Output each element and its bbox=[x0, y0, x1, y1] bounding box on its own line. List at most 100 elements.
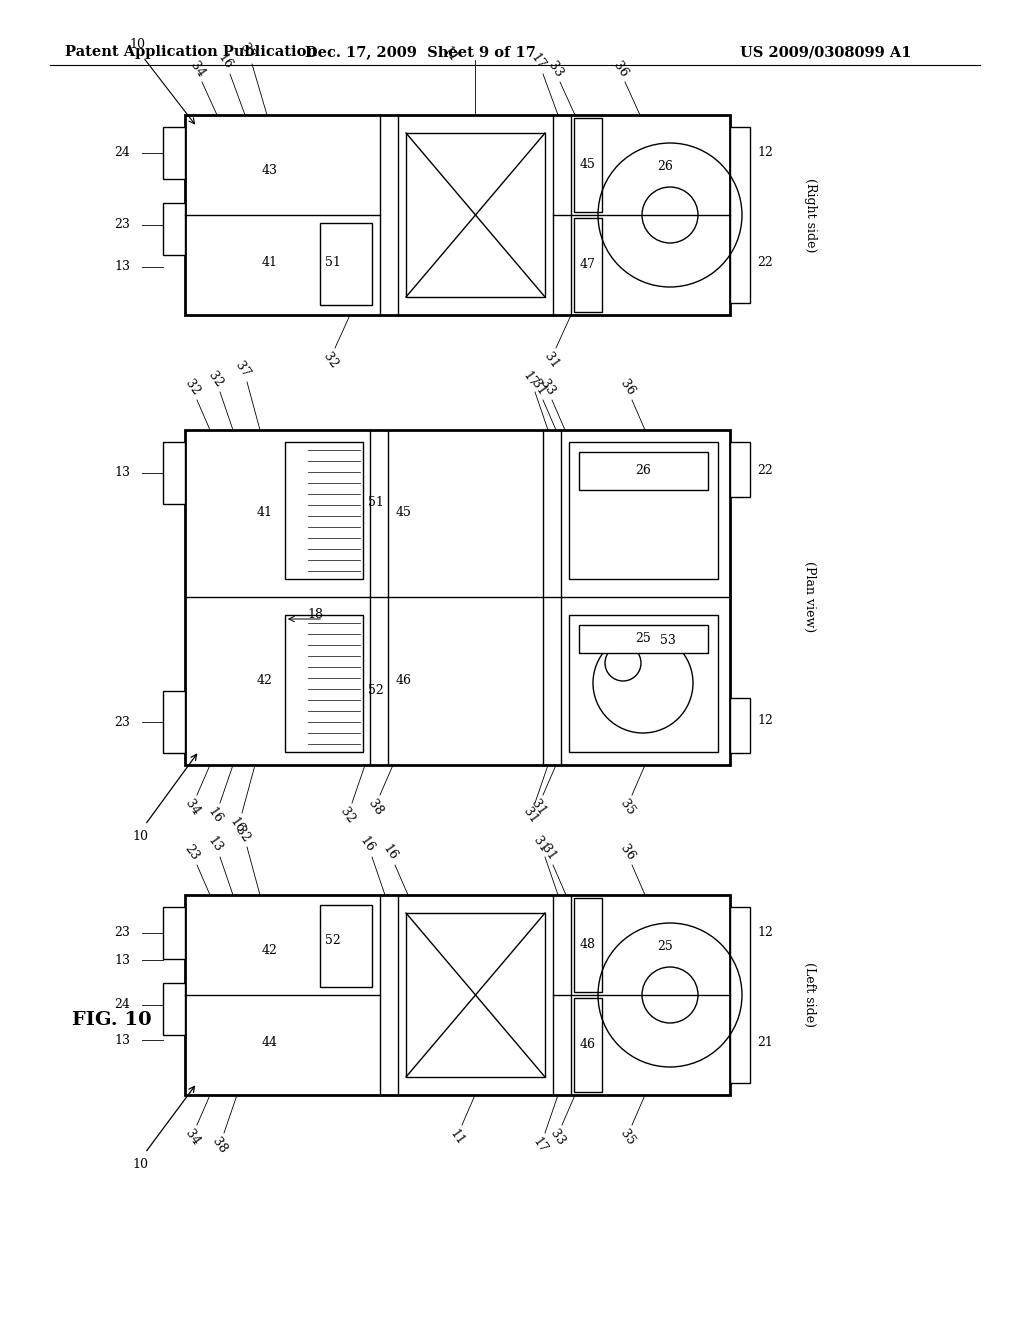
Bar bbox=[163, 983, 185, 1035]
Text: 38: 38 bbox=[209, 1135, 229, 1155]
Bar bbox=[730, 907, 750, 1082]
Text: 48: 48 bbox=[580, 939, 596, 952]
Bar bbox=[285, 615, 362, 752]
Text: 35: 35 bbox=[617, 797, 637, 817]
Bar bbox=[574, 117, 602, 213]
Text: 34: 34 bbox=[182, 1127, 202, 1147]
Text: 37: 37 bbox=[232, 359, 252, 380]
Text: 31: 31 bbox=[541, 350, 561, 371]
Text: 51: 51 bbox=[325, 256, 341, 269]
Text: 33: 33 bbox=[537, 378, 557, 399]
Text: 12: 12 bbox=[757, 927, 773, 940]
Bar bbox=[574, 998, 602, 1092]
Text: 11: 11 bbox=[440, 45, 460, 65]
Text: 46: 46 bbox=[396, 675, 412, 688]
Text: 13: 13 bbox=[114, 260, 130, 273]
Bar bbox=[185, 430, 730, 766]
Text: 16: 16 bbox=[227, 814, 247, 836]
Bar bbox=[569, 442, 718, 579]
Text: 32: 32 bbox=[232, 825, 252, 845]
Text: 16: 16 bbox=[380, 842, 400, 863]
Text: 21: 21 bbox=[757, 1036, 773, 1049]
Text: 16: 16 bbox=[357, 834, 377, 855]
Text: 46: 46 bbox=[580, 1039, 596, 1052]
Bar bbox=[163, 907, 185, 960]
Text: 12: 12 bbox=[757, 147, 773, 160]
Text: 10: 10 bbox=[132, 1159, 148, 1172]
Text: 36: 36 bbox=[617, 378, 637, 399]
Text: 45: 45 bbox=[580, 158, 596, 172]
Text: 17: 17 bbox=[520, 370, 540, 389]
Text: 13: 13 bbox=[114, 953, 130, 966]
Text: 16: 16 bbox=[205, 805, 225, 825]
Text: 33: 33 bbox=[545, 59, 565, 81]
Text: 31: 31 bbox=[528, 378, 548, 399]
Text: 17: 17 bbox=[530, 1135, 550, 1155]
Text: 10: 10 bbox=[132, 830, 148, 843]
Text: 25: 25 bbox=[635, 632, 651, 645]
Text: 23: 23 bbox=[114, 219, 130, 231]
Bar bbox=[163, 127, 185, 180]
Text: 36: 36 bbox=[617, 842, 637, 863]
Text: 31: 31 bbox=[538, 842, 558, 863]
Text: 17: 17 bbox=[528, 51, 548, 73]
Text: 23: 23 bbox=[114, 927, 130, 940]
Text: 34: 34 bbox=[187, 59, 207, 81]
Text: 52: 52 bbox=[368, 685, 384, 697]
Text: 36: 36 bbox=[610, 59, 630, 81]
Text: (Plan view): (Plan view) bbox=[804, 561, 816, 632]
Text: 38: 38 bbox=[366, 797, 385, 817]
Text: 35: 35 bbox=[617, 1127, 637, 1147]
Bar bbox=[163, 442, 185, 504]
Text: 10: 10 bbox=[129, 38, 145, 51]
Text: 32: 32 bbox=[182, 378, 202, 399]
Text: 44: 44 bbox=[262, 1036, 278, 1049]
Bar bbox=[730, 442, 750, 498]
Text: 25: 25 bbox=[657, 940, 673, 953]
Bar bbox=[574, 218, 602, 312]
Text: 52: 52 bbox=[325, 933, 341, 946]
Bar bbox=[319, 223, 372, 305]
Text: 32: 32 bbox=[321, 350, 340, 371]
Text: Patent Application Publication: Patent Application Publication bbox=[65, 45, 317, 59]
Text: (Left side): (Left side) bbox=[804, 962, 816, 1027]
Text: 47: 47 bbox=[580, 259, 596, 272]
Bar bbox=[730, 698, 750, 752]
Text: 13: 13 bbox=[114, 466, 130, 479]
Text: 45: 45 bbox=[396, 507, 412, 520]
Text: 34: 34 bbox=[182, 797, 202, 817]
Bar bbox=[574, 898, 602, 993]
Text: 13: 13 bbox=[114, 1034, 130, 1047]
Text: (Right side): (Right side) bbox=[804, 178, 816, 252]
Text: 31: 31 bbox=[528, 797, 548, 817]
Text: 53: 53 bbox=[660, 635, 676, 648]
Bar bbox=[569, 615, 718, 752]
Text: 41: 41 bbox=[257, 507, 273, 520]
Text: 12: 12 bbox=[757, 714, 773, 726]
Text: 41: 41 bbox=[262, 256, 278, 269]
Text: 37: 37 bbox=[238, 41, 257, 62]
Bar bbox=[579, 624, 708, 653]
Bar bbox=[163, 690, 185, 752]
Text: 51: 51 bbox=[368, 496, 384, 510]
Bar bbox=[185, 115, 730, 315]
Text: 26: 26 bbox=[635, 463, 651, 477]
Text: 43: 43 bbox=[262, 164, 278, 177]
Bar bbox=[285, 442, 362, 579]
Text: 32: 32 bbox=[337, 805, 357, 825]
Bar bbox=[163, 203, 185, 255]
Text: 22: 22 bbox=[757, 463, 773, 477]
Text: 11: 11 bbox=[447, 1127, 467, 1147]
Text: 33: 33 bbox=[547, 1127, 567, 1147]
Text: 13: 13 bbox=[205, 834, 225, 855]
Bar bbox=[185, 895, 730, 1096]
Text: US 2009/0308099 A1: US 2009/0308099 A1 bbox=[740, 45, 911, 59]
Bar bbox=[730, 127, 750, 304]
Text: 18: 18 bbox=[307, 609, 323, 622]
Text: 26: 26 bbox=[657, 161, 673, 173]
Bar bbox=[579, 451, 708, 490]
Text: 23: 23 bbox=[114, 715, 130, 729]
Text: 24: 24 bbox=[114, 147, 130, 160]
Bar bbox=[406, 913, 545, 1077]
Text: 32: 32 bbox=[205, 370, 225, 389]
